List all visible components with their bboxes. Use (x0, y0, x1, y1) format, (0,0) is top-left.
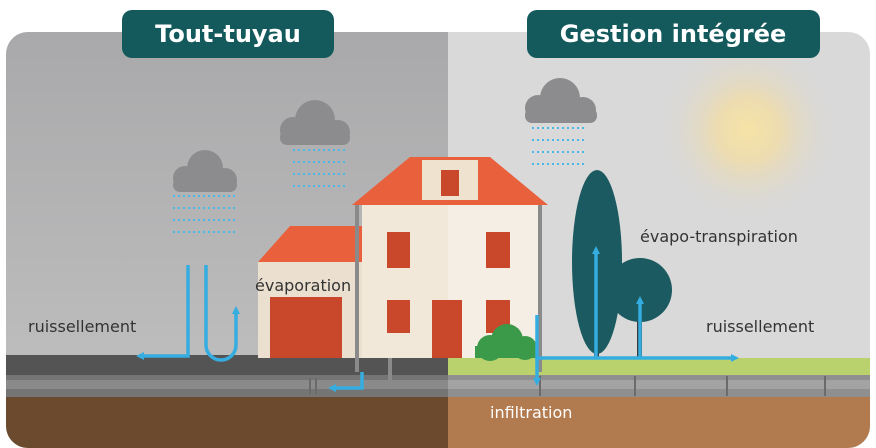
illustration: Tout-tuyau Gestion intégrée ruissellemen… (0, 0, 876, 448)
label: ruissellement (28, 317, 136, 336)
label: évaporation (255, 276, 351, 295)
right-title: Gestion intégrée (560, 20, 787, 48)
label: évapo-transpiration (640, 227, 798, 246)
label: ruissellement (706, 317, 814, 336)
left-title: Tout-tuyau (155, 20, 301, 48)
label: infiltration (490, 403, 572, 422)
